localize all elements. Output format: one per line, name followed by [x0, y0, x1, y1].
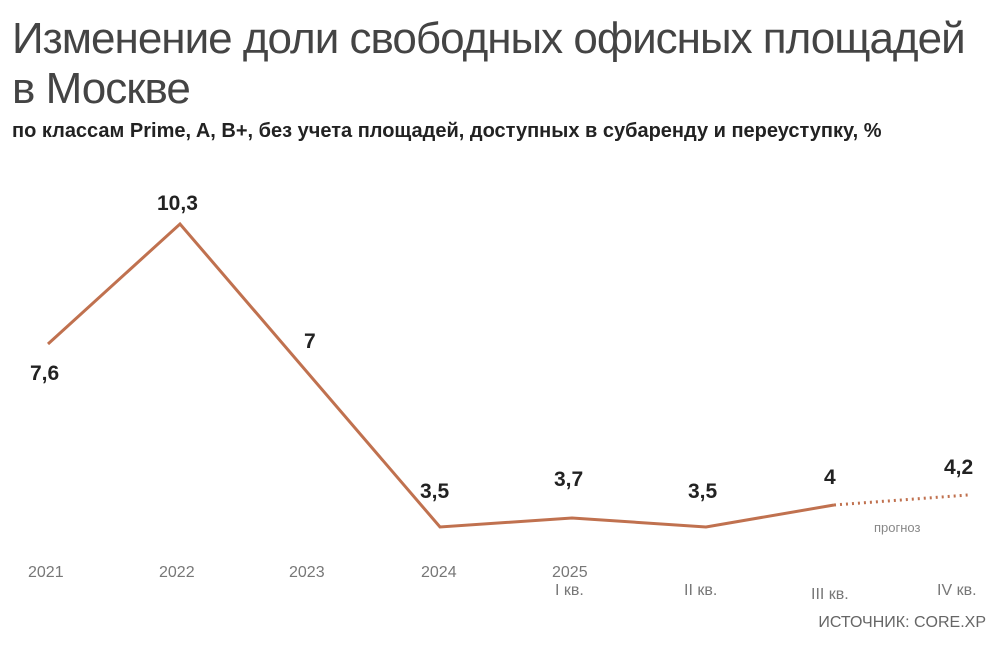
value-label-q1: 3,7: [554, 468, 584, 491]
x-tick-q3: III кв.: [811, 586, 849, 603]
value-label-q2: 3,5: [688, 480, 718, 503]
source-credit: ИСТОЧНИК: CORE.XP: [818, 614, 986, 631]
x-tick-2023: 2023: [289, 564, 325, 581]
value-label-2021: 7,6: [30, 362, 60, 385]
value-label-2022: 10,3: [157, 192, 198, 215]
data-line: [46, 221, 835, 529]
x-tick-2025: 2025: [552, 564, 588, 581]
x-tick-2024: 2024: [421, 564, 457, 581]
value-label-2023: 7: [304, 330, 316, 353]
value-label-q4: 4,2: [944, 456, 974, 479]
x-tick-q4: IV кв.: [937, 582, 977, 599]
x-tick-2021: 2021: [28, 564, 64, 581]
chart-subtitle: по классам Prime, A, B+, без учета площа…: [12, 120, 882, 142]
value-label-2024: 3,5: [420, 480, 450, 503]
forecast-note: прогноз: [874, 520, 921, 535]
x-tick-q1: I кв.: [555, 582, 584, 599]
chart-title: Изменение доли свободных офисных площаде…: [12, 14, 966, 113]
value-label-q3: 4: [824, 466, 836, 489]
forecast-line: [833, 493, 969, 507]
x-tick-q2: II кв.: [684, 582, 718, 599]
x-tick-2022: 2022: [159, 564, 195, 581]
